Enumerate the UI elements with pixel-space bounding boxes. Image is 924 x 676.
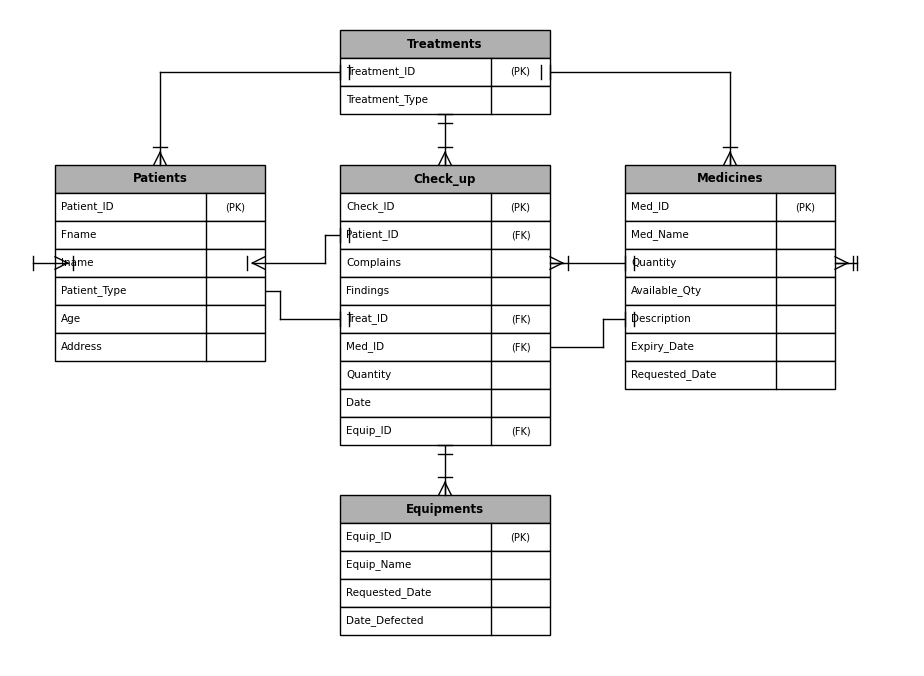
Text: Address: Address — [61, 342, 103, 352]
Text: Patients: Patients — [132, 172, 188, 185]
Bar — [340, 277, 550, 305]
Bar — [340, 30, 550, 58]
Text: Expiry_Date: Expiry_Date — [631, 341, 694, 352]
Text: Age: Age — [61, 314, 81, 324]
Text: Treat_ID: Treat_ID — [346, 314, 388, 324]
Bar — [340, 417, 550, 445]
Text: Complains: Complains — [346, 258, 401, 268]
Text: Equip_ID: Equip_ID — [346, 426, 392, 437]
Text: Description: Description — [631, 314, 691, 324]
Bar — [340, 221, 550, 249]
Bar — [55, 193, 265, 221]
Bar — [340, 607, 550, 635]
Text: Medicines: Medicines — [697, 172, 763, 185]
Text: Equip_ID: Equip_ID — [346, 531, 392, 542]
Text: (PK): (PK) — [511, 532, 530, 542]
Bar — [625, 249, 835, 277]
Text: Treatment_Type: Treatment_Type — [346, 95, 428, 105]
Bar — [625, 165, 835, 193]
Bar — [55, 249, 265, 277]
Bar — [625, 333, 835, 361]
Bar — [625, 221, 835, 249]
Text: (PK): (PK) — [511, 67, 530, 77]
Text: (FK): (FK) — [511, 342, 530, 352]
Text: Med_Name: Med_Name — [631, 230, 688, 241]
Bar — [340, 249, 550, 277]
Bar — [55, 333, 265, 361]
Text: Requested_Date: Requested_Date — [346, 587, 432, 598]
Text: Available_Qty: Available_Qty — [631, 285, 702, 297]
Text: Check_up: Check_up — [414, 172, 476, 185]
Bar — [55, 305, 265, 333]
Text: Quantity: Quantity — [346, 370, 391, 380]
Text: Treatment_ID: Treatment_ID — [346, 66, 415, 78]
Bar — [625, 193, 835, 221]
Text: Date_Defected: Date_Defected — [346, 616, 423, 627]
Bar — [340, 579, 550, 607]
Bar — [340, 86, 550, 114]
Bar — [625, 361, 835, 389]
Bar — [340, 193, 550, 221]
Text: (FK): (FK) — [511, 426, 530, 436]
Text: (FK): (FK) — [511, 230, 530, 240]
Text: (PK): (PK) — [225, 202, 246, 212]
Bar — [340, 389, 550, 417]
Bar — [340, 58, 550, 86]
Text: (FK): (FK) — [511, 314, 530, 324]
Text: Med_ID: Med_ID — [631, 201, 669, 212]
Bar — [340, 495, 550, 523]
Text: Patient_ID: Patient_ID — [346, 230, 398, 241]
Text: Check_ID: Check_ID — [346, 201, 395, 212]
Text: Iname: Iname — [61, 258, 93, 268]
Text: Patient_Type: Patient_Type — [61, 285, 127, 297]
Text: Patient_ID: Patient_ID — [61, 201, 114, 212]
Bar — [340, 361, 550, 389]
Bar — [625, 277, 835, 305]
Bar — [340, 523, 550, 551]
Text: (PK): (PK) — [796, 202, 816, 212]
Bar — [55, 277, 265, 305]
Text: Equip_Name: Equip_Name — [346, 560, 411, 571]
Text: Findings: Findings — [346, 286, 389, 296]
Text: Treatments: Treatments — [407, 37, 482, 51]
Text: (PK): (PK) — [511, 202, 530, 212]
Text: Requested_Date: Requested_Date — [631, 370, 716, 381]
Text: Date: Date — [346, 398, 371, 408]
Bar — [55, 165, 265, 193]
Bar — [55, 221, 265, 249]
Bar — [340, 165, 550, 193]
Bar — [340, 305, 550, 333]
Bar — [340, 333, 550, 361]
Text: Equipments: Equipments — [406, 502, 484, 516]
Text: Fname: Fname — [61, 230, 96, 240]
Text: Quantity: Quantity — [631, 258, 676, 268]
Bar — [340, 551, 550, 579]
Text: Med_ID: Med_ID — [346, 341, 384, 352]
Bar — [625, 305, 835, 333]
